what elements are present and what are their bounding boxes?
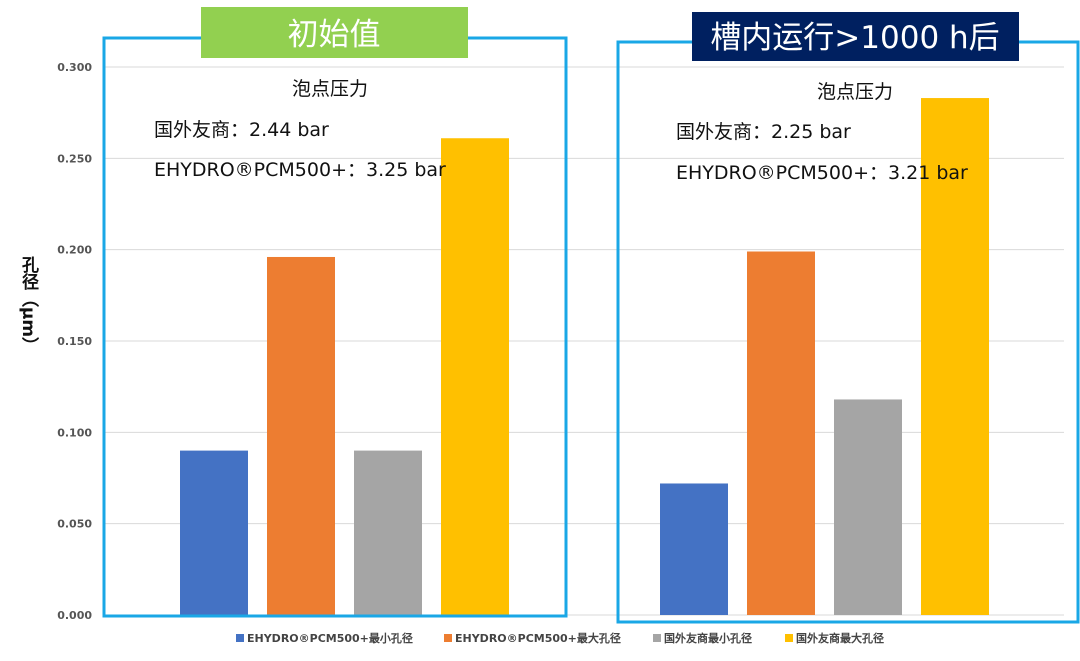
bar-series-2-group-0 <box>354 450 422 615</box>
y-tick-label: 0.150 <box>57 335 92 348</box>
bar-series-0-group-0 <box>180 450 248 615</box>
bars-layer <box>180 98 989 616</box>
panel-title-initial: 初始值 <box>288 17 381 53</box>
annotation-line-after-competitor: 国外友商：2.25 bar <box>676 121 851 143</box>
y-tick-label: 0.250 <box>57 152 92 165</box>
panel-title-after-1000h: 槽内运行>1000 h后 <box>710 20 999 56</box>
y-tick-label: 0.050 <box>57 518 92 531</box>
annotation-line-initial-competitor: 国外友商：2.44 bar <box>154 119 329 141</box>
bar-series-1-group-1 <box>747 251 815 615</box>
legend-swatch <box>785 634 793 642</box>
annotation-title-initial: 泡点压力 <box>292 78 368 100</box>
annotation-line-after-ehydro: EHYDRO®PCM500+：3.21 bar <box>676 162 968 184</box>
legend-swatch <box>236 634 244 642</box>
legend-label: 国外友商最小孔径 <box>664 631 752 645</box>
panel-title-bg-after-1000h <box>692 12 1019 61</box>
bar-series-0-group-1 <box>660 483 728 615</box>
legend-swatch <box>444 634 452 642</box>
grid-layer <box>104 66 1064 616</box>
legend: EHYDRO®PCM500+最小孔径 EHYDRO®PCM500+最大孔径 国外友商… <box>236 631 884 645</box>
bar-series-1-group-0 <box>267 256 335 615</box>
legend-swatch <box>653 634 661 642</box>
annotation-line-initial-ehydro: EHYDRO®PCM500+：3.25 bar <box>154 159 446 181</box>
bar-series-3-group-0 <box>441 138 509 616</box>
y-axis-label: 孔径（μm） <box>18 256 39 354</box>
panel-title-bg-initial <box>201 7 468 58</box>
bar-series-3-group-1 <box>921 98 989 615</box>
legend-label: 国外友商最大孔径 <box>796 631 884 645</box>
y-tick-label: 0.100 <box>57 426 92 439</box>
legend-label: EHYDRO®PCM500+最大孔径 <box>455 631 621 645</box>
y-axis-ticks: 0.000 0.050 0.100 0.150 0.200 0.250 0.300 <box>57 61 92 622</box>
y-tick-label: 0.000 <box>57 609 92 622</box>
annotation-title-after-1000h: 泡点压力 <box>817 81 893 103</box>
y-tick-label: 0.200 <box>57 244 92 257</box>
y-tick-label: 0.300 <box>57 61 92 74</box>
legend-label: EHYDRO®PCM500+最小孔径 <box>247 631 413 645</box>
bar-series-2-group-1 <box>834 399 902 615</box>
